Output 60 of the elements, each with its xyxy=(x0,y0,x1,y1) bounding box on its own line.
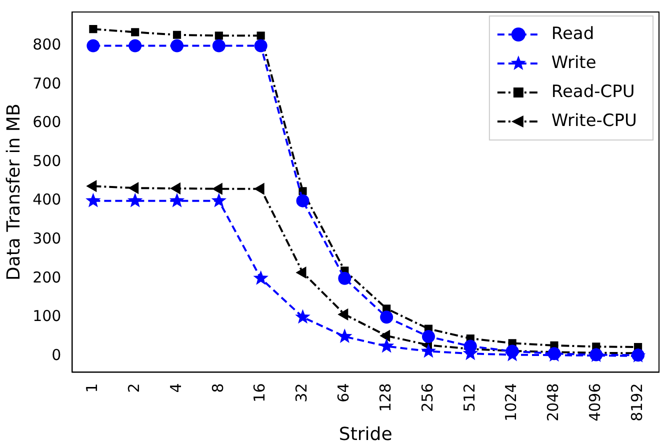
x-tick-label: 1 xyxy=(83,383,102,393)
point xyxy=(131,28,140,36)
x-tick-label: 512 xyxy=(460,383,478,412)
x-tick-label: 4 xyxy=(166,383,185,393)
legend-label: Read xyxy=(551,24,594,44)
point xyxy=(254,39,268,52)
point xyxy=(422,330,435,344)
point xyxy=(420,343,436,358)
y-axis-title: Data Transfer in MB xyxy=(3,104,24,281)
y-tick-label: 200 xyxy=(32,268,62,286)
point xyxy=(86,180,97,192)
point xyxy=(89,25,98,34)
point xyxy=(212,39,226,52)
point xyxy=(256,32,265,40)
point xyxy=(169,192,185,208)
point xyxy=(253,270,268,285)
y-tick-label: 800 xyxy=(32,36,62,54)
point xyxy=(86,39,100,52)
point xyxy=(338,308,348,320)
y-tick-label: 500 xyxy=(32,152,62,170)
x-tick-label: 32 xyxy=(292,383,311,402)
y-tick-label: 600 xyxy=(32,113,62,132)
point xyxy=(172,30,182,39)
point xyxy=(296,194,310,208)
y-tick-label: 300 xyxy=(32,230,62,248)
point xyxy=(128,182,139,194)
legend-label: Write xyxy=(551,52,596,73)
point xyxy=(337,328,352,344)
x-tick-label: 128 xyxy=(376,383,394,412)
legend-label: Write-CPU xyxy=(551,110,638,131)
point xyxy=(214,32,223,40)
x-tick-label: 16 xyxy=(250,383,269,402)
x-tick-label: 1024 xyxy=(502,383,520,422)
point xyxy=(378,338,394,353)
y-tick-label: 400 xyxy=(32,190,62,209)
point xyxy=(212,183,222,195)
point xyxy=(128,39,142,52)
point xyxy=(170,182,181,194)
point xyxy=(211,192,227,208)
x-axis-title: Stride xyxy=(338,424,392,445)
y-tick-label: 0 xyxy=(52,346,62,364)
y-tick-label: 100 xyxy=(32,307,62,326)
legend-label: Read-CPU xyxy=(551,82,635,102)
x-tick-label: 4096 xyxy=(586,383,604,422)
x-tick-label: 64 xyxy=(334,383,353,402)
x-tick-label: 8 xyxy=(208,383,227,393)
point xyxy=(380,310,394,324)
point xyxy=(296,266,306,278)
point xyxy=(170,39,184,52)
point xyxy=(295,309,310,324)
x-tick-label: 8192 xyxy=(628,383,646,422)
point xyxy=(380,330,390,342)
point xyxy=(338,272,352,285)
x-tick-label: 2 xyxy=(124,383,143,393)
point xyxy=(86,192,101,208)
point xyxy=(254,183,264,195)
x-tick-label: 2048 xyxy=(544,383,562,422)
point xyxy=(127,192,143,208)
x-tick-label: 256 xyxy=(418,383,436,412)
y-tick-label: 700 xyxy=(32,74,62,92)
